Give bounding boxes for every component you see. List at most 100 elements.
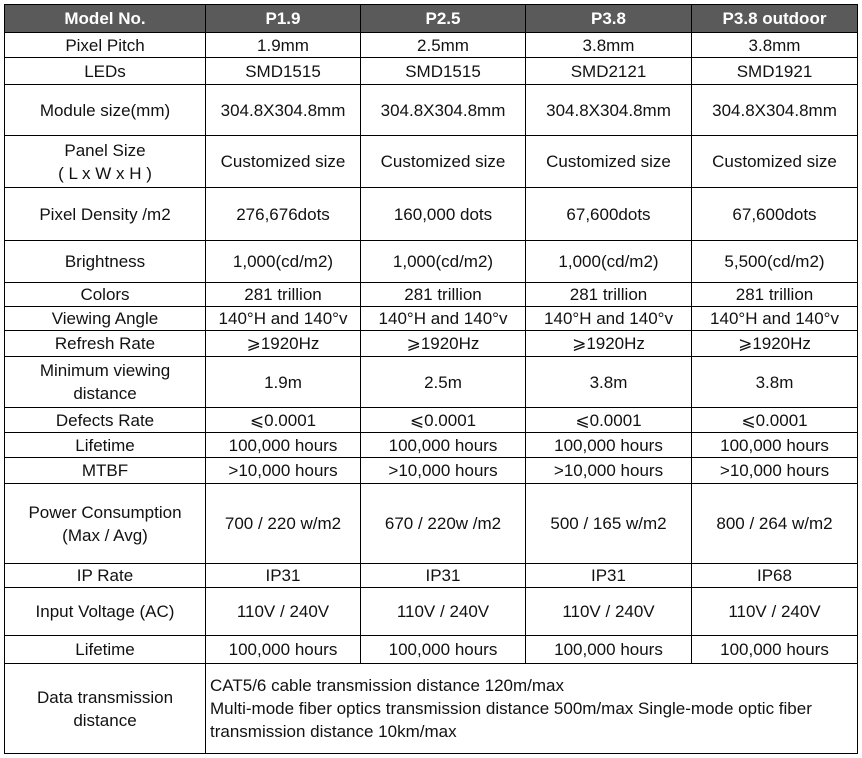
cell: 1,000(cd/m2) (525, 240, 692, 283)
table-row: Lifetime 100,000 hours 100,000 hours 100,00… (4, 635, 858, 664)
cell: IP31 (205, 563, 361, 588)
cell: 304.8X304.8mm (360, 84, 526, 136)
cell: ⩾1920Hz (360, 330, 526, 357)
table-row: Power Consumption (Max / Avg) 700 / 220 w… (4, 483, 858, 564)
cell: IP68 (691, 563, 858, 588)
cell: 110V / 240V (691, 587, 858, 636)
row-label: Panel Size ( L x W x H ) (4, 135, 206, 188)
cell: ⩽0.0001 (525, 407, 692, 433)
cell: 3.8mm (691, 32, 858, 58)
table-row: LEDs SMD1515 SMD1515 SMD2121 SMD1921 (4, 57, 858, 85)
cell: 5,500(cd/m2) (691, 240, 858, 283)
table-row: Panel Size ( L x W x H ) Customized size C… (4, 135, 858, 188)
row-label: MTBF (4, 457, 206, 484)
cell: SMD1921 (691, 57, 858, 85)
cell: ⩽0.0001 (205, 407, 361, 433)
cell: >10,000 hours (360, 457, 526, 484)
table-row: Input Voltage (AC) 110V / 240V 110V / 240V… (4, 587, 858, 636)
cell: 2.5mm (360, 32, 526, 58)
cell: ⩾1920Hz (691, 330, 858, 357)
row-label: Defects Rate (4, 407, 206, 433)
row-label: Lifetime (4, 432, 206, 458)
cell: 100,000 hours (691, 635, 858, 664)
cell: 67,600dots (691, 187, 858, 241)
table-row: Brightness 1,000(cd/m2) 1,000(cd/m2) 1,000(… (4, 240, 858, 283)
row-label: Pixel Density /m2 (4, 187, 206, 241)
cell: 110V / 240V (525, 587, 692, 636)
table-row: Lifetime 100,000 hours 100,000 hours 100,00… (4, 432, 858, 458)
table-row: Defects Rate ⩽0.0001 ⩽0.0001 ⩽0.0001 ⩽0.0001 (4, 407, 858, 433)
cell: 100,000 hours (205, 635, 361, 664)
row-label: IP Rate (4, 563, 206, 588)
cell: 140°H and 140°v (525, 306, 692, 331)
row-label: Minimum viewing distance (4, 356, 206, 408)
table-row: MTBF >10,000 hours >10,000 hours >10,000 ho… (4, 457, 858, 484)
cell: 281 trillion (525, 282, 692, 307)
cell: 276,676dots (205, 187, 361, 241)
table-row: Refresh Rate ⩾1920Hz ⩾1920Hz ⩾1920Hz ⩾1920Hz (4, 330, 858, 357)
row-label: Module size(mm) (4, 84, 206, 136)
cell: 281 trillion (691, 282, 858, 307)
cell: 281 trillion (205, 282, 361, 307)
table-row: Pixel Pitch 1.9mm 2.5mm 3.8mm 3.8mm (4, 32, 858, 58)
row-label: Input Voltage (AC) (4, 587, 206, 636)
table-row: Colors 281 trillion 281 trillion 281 trilli… (4, 282, 858, 307)
header-cell: Model No. (4, 4, 206, 33)
cell: 100,000 hours (691, 432, 858, 458)
row-label: Power Consumption (Max / Avg) (4, 483, 206, 564)
spec-table: Model No. P1.9 P2.5 P3.8 P3.8 outdoor Pixel … (4, 4, 858, 754)
row-label: Lifetime (4, 635, 206, 664)
cell: 800 / 264 w/m2 (691, 483, 858, 564)
table-row: IP Rate IP31 IP31 IP31 IP68 (4, 563, 858, 588)
cell: IP31 (360, 563, 526, 588)
cell: 500 / 165 w/m2 (525, 483, 692, 564)
cell: >10,000 hours (691, 457, 858, 484)
cell: ⩾1920Hz (205, 330, 361, 357)
cell: SMD2121 (525, 57, 692, 85)
table-row: Data transmission distance CAT5/6 cable t… (4, 663, 858, 754)
row-label: Pixel Pitch (4, 32, 206, 58)
cell: 140°H and 140°v (205, 306, 361, 331)
cell: 100,000 hours (205, 432, 361, 458)
row-label: LEDs (4, 57, 206, 85)
cell: 140°H and 140°v (691, 306, 858, 331)
header-cell: P2.5 (360, 4, 526, 33)
cell: 100,000 hours (360, 635, 526, 664)
cell: Customized size (525, 135, 692, 188)
cell: Customized size (691, 135, 858, 188)
cell: 2.5m (360, 356, 526, 408)
cell: 281 trillion (360, 282, 526, 307)
row-label: Data transmission distance (4, 663, 206, 754)
table-row: Module size(mm) 304.8X304.8mm 304.8X304.8m… (4, 84, 858, 136)
table-row: Viewing Angle 140°H and 140°v 140°H and 14… (4, 306, 858, 331)
cell: 140°H and 140°v (360, 306, 526, 331)
cell: 3.8mm (525, 32, 692, 58)
cell: 100,000 hours (525, 635, 692, 664)
cell: 3.8m (525, 356, 692, 408)
table-row: Minimum viewing distance 1.9m 2.5m 3.8m 3.8m (4, 356, 858, 408)
cell: 304.8X304.8mm (691, 84, 858, 136)
cell: ⩽0.0001 (360, 407, 526, 433)
cell: 100,000 hours (525, 432, 692, 458)
cell: 110V / 240V (360, 587, 526, 636)
cell: IP31 (525, 563, 692, 588)
cell: 1,000(cd/m2) (360, 240, 526, 283)
cell: 160,000 dots (360, 187, 526, 241)
cell: >10,000 hours (525, 457, 692, 484)
cell: CAT5/6 cable transmission distance 120m/… (205, 663, 858, 754)
row-label: Refresh Rate (4, 330, 206, 357)
table-body: Pixel Pitch 1.9mm 2.5mm 3.8mm 3.8mm LEDs SMD15… (4, 32, 858, 754)
header-row: Model No. P1.9 P2.5 P3.8 P3.8 outdoor (4, 4, 858, 33)
cell: 700 / 220 w/m2 (205, 483, 361, 564)
table-row: Pixel Density /m2 276,676dots 160,000 dots… (4, 187, 858, 241)
cell: 1.9m (205, 356, 361, 408)
cell: ⩾1920Hz (525, 330, 692, 357)
header-cell: P3.8 (525, 4, 692, 33)
cell: 1.9mm (205, 32, 361, 58)
cell: SMD1515 (205, 57, 361, 85)
cell: 3.8m (691, 356, 858, 408)
cell: 1,000(cd/m2) (205, 240, 361, 283)
row-label: Viewing Angle (4, 306, 206, 331)
cell: 100,000 hours (360, 432, 526, 458)
